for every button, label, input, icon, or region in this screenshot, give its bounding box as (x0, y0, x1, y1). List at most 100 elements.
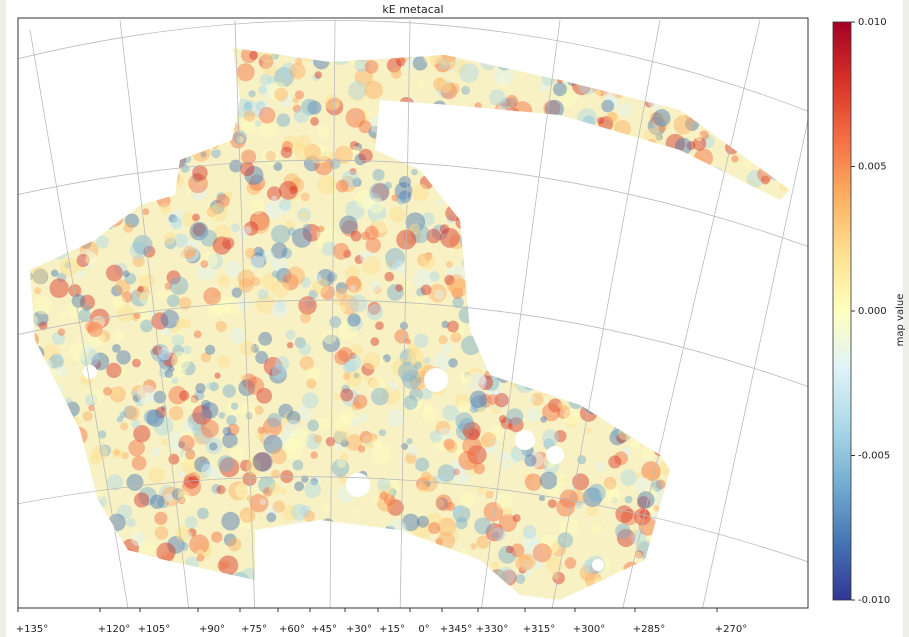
map-blob (460, 369, 472, 381)
map-blob (155, 526, 169, 540)
map-blob (377, 478, 390, 491)
x-tick-label: +120° (98, 624, 130, 635)
map-blob (277, 113, 291, 127)
map-blob (201, 260, 209, 268)
map-blob (540, 472, 558, 490)
map-blob (292, 460, 303, 471)
map-blob (347, 313, 360, 326)
map-blob (458, 401, 469, 412)
figure: kE metacal map value 0.0100.0050.000-0.0… (0, 0, 909, 637)
map-blob (540, 416, 547, 423)
map-blob (406, 438, 412, 444)
map-blob (51, 269, 58, 276)
mask-hole (515, 430, 535, 450)
map-blob (183, 422, 194, 433)
map-blob (112, 344, 121, 353)
map-blob (301, 193, 310, 202)
map-blob (293, 97, 300, 104)
map-blob (131, 419, 140, 428)
map-blob (179, 390, 189, 400)
map-blob (259, 107, 276, 124)
map-blob (137, 286, 143, 292)
map-blob (400, 322, 408, 330)
map-blob (565, 557, 577, 569)
map-blob (201, 420, 219, 438)
map-blob (132, 456, 147, 471)
map-blob (33, 295, 52, 314)
map-blob (334, 443, 342, 451)
map-blob (428, 522, 440, 534)
map-blob (336, 288, 348, 300)
map-blob (85, 253, 97, 265)
map-blob (195, 383, 205, 393)
map-blob (608, 490, 621, 503)
map-blob (185, 516, 197, 528)
map-blob (103, 387, 112, 396)
map-blob (449, 278, 468, 297)
map-blob (380, 491, 389, 500)
map-blob (291, 504, 308, 521)
map-blob (588, 484, 606, 502)
map-blob (553, 82, 567, 96)
colorbar-label: map value (895, 294, 906, 347)
map-blob (696, 134, 703, 141)
map-blob (594, 90, 601, 97)
map-blob (513, 514, 521, 522)
map-blob (348, 81, 367, 100)
map-blob (349, 294, 367, 312)
map-blob (294, 481, 304, 491)
colorbar-tick-label: 0.000 (858, 306, 887, 317)
map-blob (421, 475, 438, 492)
map-blob (618, 103, 632, 117)
mask-hole (592, 559, 604, 571)
map-blob (420, 254, 435, 269)
map-blob (113, 331, 124, 342)
map-blob (646, 467, 660, 481)
map-blob (249, 51, 258, 60)
map-blob (372, 439, 382, 449)
map-blob (123, 270, 130, 277)
map-blob (316, 241, 324, 249)
map-blob (353, 146, 360, 153)
x-tick-label: +345° (440, 624, 472, 635)
map-blob (334, 416, 350, 432)
map-blob (262, 60, 277, 75)
map-blob (448, 358, 458, 368)
map-blob (434, 290, 444, 300)
map-blob (322, 329, 337, 344)
map-blob (112, 388, 120, 396)
map-blob (274, 88, 287, 101)
map-blob (112, 295, 125, 308)
map-blob (338, 305, 346, 313)
map-blob (263, 250, 274, 261)
map-blob (558, 402, 565, 409)
map-blob (295, 58, 302, 65)
map-blob (506, 408, 523, 425)
map-blob (340, 388, 353, 401)
map-blob (615, 523, 631, 539)
map-blob (563, 408, 579, 424)
map-blob (185, 449, 195, 459)
map-blob (485, 490, 493, 498)
map-blob (445, 441, 457, 453)
map-blob (491, 562, 499, 570)
map-blob (304, 481, 321, 498)
map-blob (318, 226, 325, 233)
map-blob (370, 281, 381, 292)
map-blob (446, 261, 453, 268)
map-blob (115, 280, 130, 295)
map-blob (272, 281, 289, 298)
map-blob (362, 256, 381, 275)
map-blob (300, 312, 311, 323)
map-blob (506, 546, 514, 554)
map-blob (146, 409, 164, 427)
map-blob (322, 505, 330, 513)
colorbar-tick-label: -0.010 (858, 595, 890, 606)
map-blob (352, 419, 359, 426)
map-blob (214, 372, 220, 378)
map-blob (206, 383, 212, 389)
map-blob (515, 555, 532, 572)
map-blob (481, 432, 496, 447)
map-blob (365, 110, 372, 117)
map-blob (269, 483, 281, 495)
